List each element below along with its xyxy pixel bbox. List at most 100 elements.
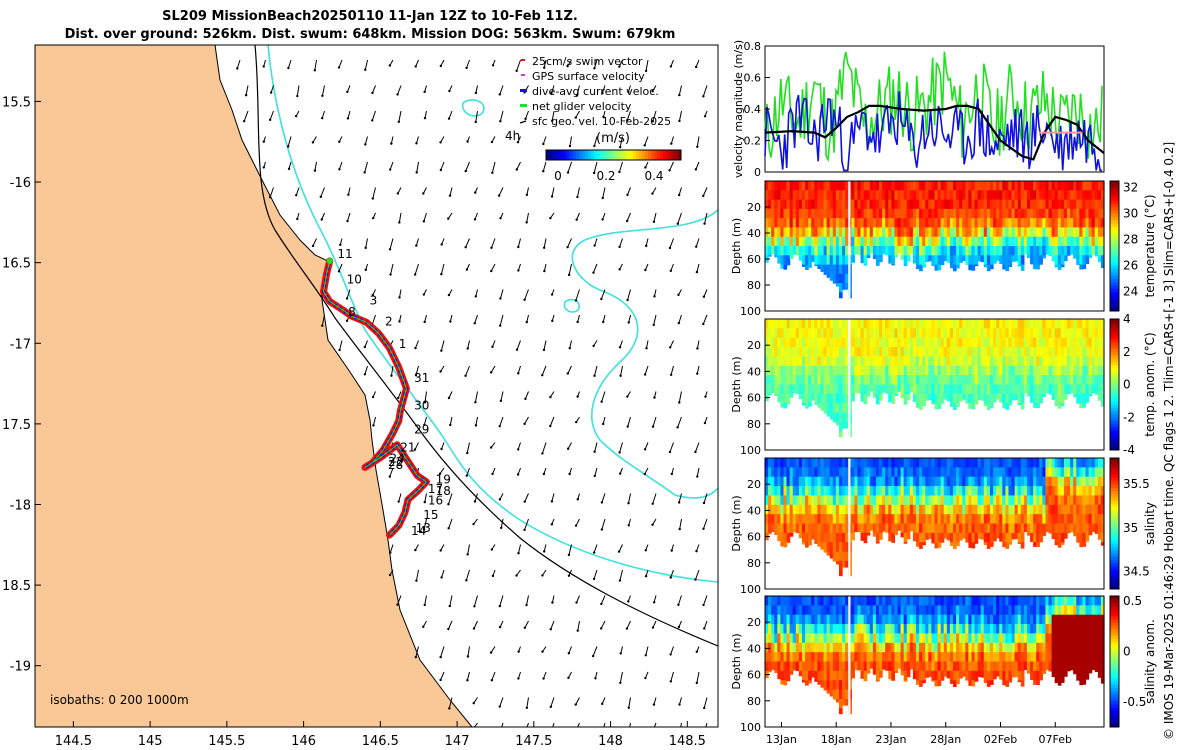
sfc-arrow	[516, 59, 521, 71]
section-cell	[1070, 495, 1074, 506]
section-cell	[1085, 393, 1090, 403]
section-cell	[771, 199, 775, 210]
sfc-arrow-head	[676, 222, 679, 225]
section-cell	[989, 495, 994, 506]
section-cell	[768, 356, 772, 367]
section-cell	[1005, 347, 1010, 358]
section-cell	[909, 347, 914, 358]
section-cell	[823, 596, 828, 606]
sfc-arrow	[695, 238, 700, 247]
section-cell	[931, 190, 936, 201]
section-cell	[854, 208, 859, 219]
section-cell	[860, 532, 865, 541]
section-cell	[1076, 208, 1080, 219]
section-cell	[801, 375, 806, 386]
section-cell	[894, 467, 899, 478]
section-cell	[919, 264, 923, 272]
section-cell	[798, 356, 803, 367]
section-cell	[1060, 208, 1065, 219]
section-cell	[962, 605, 966, 616]
section-cell	[842, 227, 846, 238]
section-cell	[820, 365, 825, 376]
sfc-arrow-head	[651, 120, 655, 123]
section-cell	[882, 633, 886, 644]
section-cell	[1073, 328, 1077, 339]
section-cell	[771, 652, 775, 663]
section-cell	[1082, 504, 1087, 515]
section-cell	[857, 246, 862, 255]
section-colorbar-cell	[1110, 480, 1119, 485]
section-cell	[780, 337, 785, 348]
section-cell	[903, 514, 908, 525]
section-cell	[931, 495, 936, 506]
sfc-arrow-head	[389, 273, 392, 276]
section-cell	[952, 403, 957, 410]
section-cell	[771, 596, 775, 606]
section-cell	[854, 467, 859, 478]
section-cell	[786, 605, 791, 616]
sfc-arrow-head	[499, 297, 502, 300]
section-cell	[863, 467, 868, 478]
section-cell	[777, 365, 782, 376]
section-cell	[1039, 337, 1043, 348]
section-cell	[1094, 532, 1099, 534]
section-cell	[983, 670, 988, 681]
section-cell	[1063, 486, 1068, 497]
section-cell	[897, 661, 902, 669]
sfc-arrow	[653, 722, 657, 727]
sfc-arrow	[696, 671, 700, 684]
section-cell	[903, 652, 908, 663]
section-colorbar-cell	[1110, 474, 1119, 479]
section-cell	[1048, 328, 1053, 339]
section-cell	[1005, 181, 1010, 191]
section-cell	[879, 328, 883, 339]
section-cell	[922, 255, 926, 266]
section-cell	[838, 605, 843, 616]
sfc-arrow	[449, 595, 453, 607]
section-cell	[783, 614, 788, 625]
section-cell	[1082, 476, 1087, 487]
section-cell	[986, 227, 991, 238]
section-cell	[801, 486, 806, 497]
section-cell	[1023, 236, 1028, 247]
section-cell	[888, 514, 892, 525]
sfc-arrow	[669, 238, 674, 249]
section-cell	[1067, 458, 1071, 468]
section-cell	[789, 504, 794, 515]
section-cb-tick-label: 35	[1123, 521, 1138, 535]
section-cell	[872, 236, 877, 247]
section-cell	[952, 356, 957, 367]
section-cell	[943, 337, 948, 348]
section-cell	[805, 255, 809, 266]
section-cell	[823, 652, 828, 663]
section-cell	[832, 328, 837, 339]
day-label: 2	[385, 315, 393, 329]
sfc-arrow-head	[703, 706, 706, 710]
section-cell	[919, 255, 923, 266]
sfc-arrow-head	[397, 120, 401, 123]
section-cell	[860, 605, 865, 616]
section-cell	[1020, 356, 1025, 367]
section-cell	[1020, 403, 1025, 410]
section-cell	[919, 365, 923, 376]
section-cell	[1045, 208, 1050, 219]
section-cb-tick-label: -4	[1123, 443, 1135, 457]
section-cell	[916, 393, 920, 404]
section-cell	[888, 190, 892, 201]
sfc-arrow-head	[601, 218, 604, 221]
section-cell	[1060, 504, 1065, 515]
section-cell	[869, 642, 874, 653]
section-cell	[771, 642, 775, 653]
section-cell	[891, 680, 896, 681]
section-cell	[1014, 467, 1019, 478]
section-cell	[795, 652, 800, 663]
section-cell	[866, 532, 871, 536]
section-cell	[854, 328, 859, 339]
section-cell	[780, 495, 785, 506]
section-cell	[980, 218, 985, 229]
section-ylabel: Depth (m)	[730, 218, 743, 274]
section-cell	[934, 523, 939, 534]
section-cell	[903, 255, 908, 266]
section-cell	[771, 236, 775, 247]
